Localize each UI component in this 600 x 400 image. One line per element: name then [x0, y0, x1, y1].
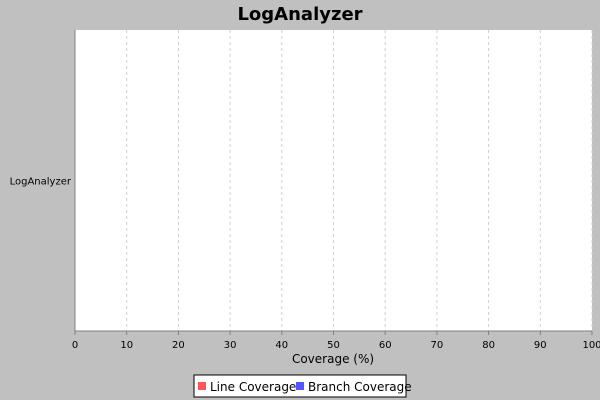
- x-tick-label: 50: [327, 340, 340, 351]
- legend-label-branch-coverage: Branch Coverage: [308, 380, 412, 394]
- legend-label-line-coverage: Line Coverage: [210, 380, 296, 394]
- gridlines: [126, 30, 593, 331]
- x-tick-label: 70: [431, 340, 444, 351]
- x-tick-label: 60: [379, 340, 392, 351]
- legend: Line Coverage Branch Coverage: [193, 374, 412, 398]
- x-tick-label: 0: [72, 340, 78, 351]
- x-tick-label: 30: [224, 340, 237, 351]
- chart-title: LogAnalyzer: [237, 4, 362, 25]
- x-tick-label: 90: [534, 340, 547, 351]
- category-label: LogAnalyzer: [10, 177, 72, 188]
- x-axis-label: Coverage (%): [292, 352, 374, 366]
- x-tick-label: 80: [482, 340, 495, 351]
- x-tick-label: 40: [275, 340, 288, 351]
- axes: [74, 30, 593, 335]
- x-tick-label: 100: [582, 340, 600, 351]
- x-tick-label: 20: [172, 340, 185, 351]
- x-tick-label: 10: [120, 340, 133, 351]
- legend-swatch-line-coverage: [198, 382, 206, 390]
- category-labels: LogAnalyzer: [10, 177, 72, 188]
- legend-swatch-branch-coverage: [296, 382, 304, 390]
- x-tick-labels: 0 10 20 30 40 50 60 70 80 90 100: [72, 340, 600, 351]
